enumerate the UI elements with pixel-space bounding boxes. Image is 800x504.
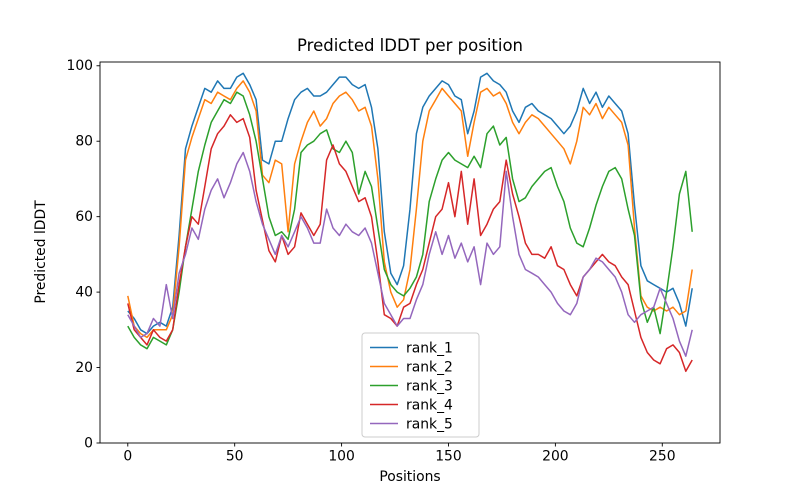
series-line-rank_5: [127, 151, 693, 357]
series-lines: [127, 72, 693, 373]
legend: rank_1 rank_2 rank_3 rank_4 rank_5: [361, 332, 480, 438]
axes-spines: [99, 61, 721, 444]
x-tick-label: 250: [649, 449, 676, 465]
legend-label-rank_4: rank_4: [406, 397, 453, 413]
x-tick-label: 0: [123, 449, 132, 465]
legend-label-rank_3: rank_3: [406, 378, 453, 394]
axis-ticks: 0 50 100 150 200 250 0 20 40 60 80 100: [66, 58, 675, 464]
y-tick-label: 20: [75, 360, 93, 376]
chart-title: Predicted lDDT per position: [297, 36, 523, 55]
y-tick-label: 60: [75, 209, 93, 225]
x-tick-label: 100: [328, 449, 355, 465]
y-tick-label: 100: [66, 58, 93, 74]
x-tick-label: 200: [542, 449, 569, 465]
x-axis-label: Positions: [379, 469, 440, 485]
x-tick-label: 50: [226, 449, 244, 465]
legend-label-rank_2: rank_2: [406, 359, 453, 375]
series-line-rank_1: [127, 72, 693, 335]
legend-label-rank_1: rank_1: [406, 340, 453, 356]
series-line-rank_3: [127, 91, 693, 350]
legend-box: [361, 332, 480, 438]
y-tick-label: 40: [75, 285, 93, 301]
x-tick-label: 150: [435, 449, 462, 465]
y-axis-label: Predicted lDDT: [33, 200, 49, 304]
legend-label-rank_5: rank_5: [406, 416, 453, 432]
y-tick-label: 0: [84, 435, 93, 451]
y-tick-label: 80: [75, 134, 93, 150]
series-line-rank_2: [127, 80, 693, 339]
